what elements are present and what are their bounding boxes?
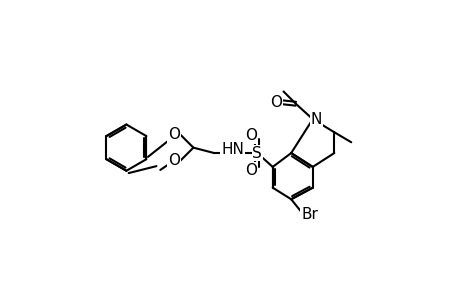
Text: O: O (270, 95, 282, 110)
Text: O: O (245, 128, 257, 143)
Text: O: O (168, 127, 180, 142)
Text: Br: Br (301, 207, 318, 222)
Text: O: O (245, 163, 257, 178)
Text: HN: HN (221, 142, 244, 158)
Text: O: O (168, 153, 180, 168)
Text: N: N (310, 112, 322, 127)
Text: S: S (252, 146, 262, 160)
